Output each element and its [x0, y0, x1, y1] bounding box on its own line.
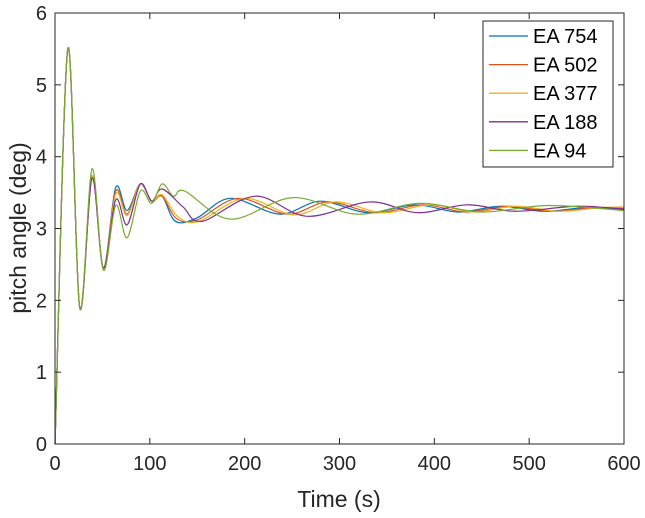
y-tick-label: 0 [36, 434, 47, 456]
legend-box [482, 20, 614, 168]
x-tick-label: 300 [323, 453, 356, 475]
ticks-layer: 0 100 200 300 400 500 600 0 1 2 3 4 5 6 [36, 3, 641, 475]
y-axis-label: pitch angle (deg) [5, 142, 31, 313]
series-layer [54, 47, 625, 445]
legend-label: EA 754 [533, 26, 598, 48]
y-tick-label: 3 [36, 219, 47, 241]
y-tick-label: 1 [36, 362, 47, 384]
legend-entry: EA 188 [489, 112, 598, 134]
legend: EA 754 EA 502 EA 377 EA 188 EA 94 [482, 20, 614, 168]
y-tick-label: 4 [36, 147, 47, 169]
legend-label: EA 94 [533, 140, 586, 162]
legend-label: EA 502 [533, 55, 598, 77]
x-tick-label: 400 [418, 453, 451, 475]
x-tick-label: 100 [133, 453, 166, 475]
legend-entry: EA 502 [489, 55, 598, 77]
y-tick-label: 5 [36, 75, 47, 97]
y-tick-label: 6 [36, 3, 47, 25]
legend-label: EA 377 [533, 83, 598, 105]
legend-entry: EA 754 [489, 26, 598, 48]
legend-label: EA 188 [533, 112, 598, 134]
x-tick-label: 0 [49, 453, 60, 475]
x-tick-label: 200 [228, 453, 261, 475]
x-tick-label: 500 [512, 453, 545, 475]
series-line-ea-94 [54, 47, 625, 445]
x-axis-label: Time (s) [297, 486, 380, 512]
legend-entry: EA 377 [489, 83, 598, 105]
x-tick-label: 600 [607, 453, 640, 475]
y-tick-label: 2 [36, 290, 47, 312]
legend-entry: EA 94 [489, 140, 586, 162]
